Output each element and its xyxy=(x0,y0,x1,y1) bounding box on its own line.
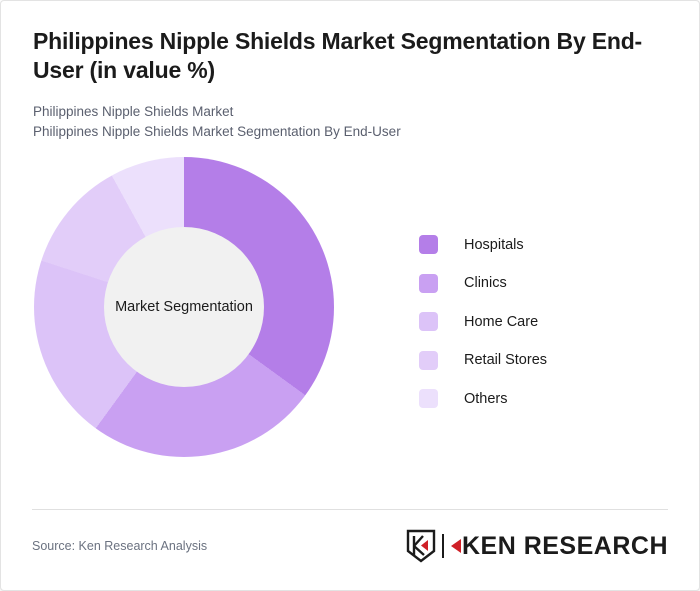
legend-item-retail-stores[interactable]: Retail Stores xyxy=(419,341,547,380)
legend-label: Retail Stores xyxy=(464,352,548,369)
legend-swatch-icon xyxy=(419,235,438,255)
ken-research-shield-icon xyxy=(407,529,436,563)
legend-item-others[interactable]: Others xyxy=(419,379,547,418)
legend-label: Hospitals xyxy=(464,236,524,253)
legend-item-clinics[interactable]: Clinics xyxy=(419,264,547,303)
legend-swatch-icon xyxy=(419,350,438,370)
source-text: Source: Ken Research Analysis xyxy=(32,539,208,553)
donut-hole: Market Segmentation xyxy=(104,227,264,388)
brand-name-text: KEN RESEARCH xyxy=(461,531,668,560)
breadcrumb-line-2: Philippines Nipple Shields Market Segmen… xyxy=(33,124,401,140)
legend-swatch-icon xyxy=(419,312,438,332)
chart-header: Philippines Nipple Shields Market Segmen… xyxy=(1,1,699,143)
legend-label: Others xyxy=(464,390,508,407)
chart-legend: Hospitals Clinics Home Care Retail Stores Ot… xyxy=(419,225,547,418)
chart-footer: Source: Ken Research Analysis KEN RESEAR… xyxy=(32,526,668,566)
legend-item-home-care[interactable]: Home Care xyxy=(419,302,547,341)
brand-name: KEN RESEARCH xyxy=(450,531,668,561)
brand-separator xyxy=(442,534,444,558)
legend-swatch-icon xyxy=(419,273,438,293)
brand-triangle-icon xyxy=(450,539,461,553)
chart-plot-area: Market Segmentation Hospitals Clinics Home… xyxy=(1,153,699,483)
donut-center-label: Market Segmentation xyxy=(115,299,253,316)
footer-divider xyxy=(32,509,668,510)
brand-logo: KEN RESEARCH xyxy=(406,529,668,563)
donut-chart: Market Segmentation xyxy=(34,157,334,458)
breadcrumb: Philippines Nipple Shields Market Philip… xyxy=(33,102,667,144)
page-title: Philippines Nipple Shields Market Segmen… xyxy=(33,28,643,83)
legend-swatch-icon xyxy=(419,389,438,409)
breadcrumb-line-1: Philippines Nipple Shields Market xyxy=(33,103,234,119)
legend-label: Clinics xyxy=(464,275,507,292)
legend-item-hospitals[interactable]: Hospitals xyxy=(419,225,547,264)
legend-label: Home Care xyxy=(464,313,539,330)
